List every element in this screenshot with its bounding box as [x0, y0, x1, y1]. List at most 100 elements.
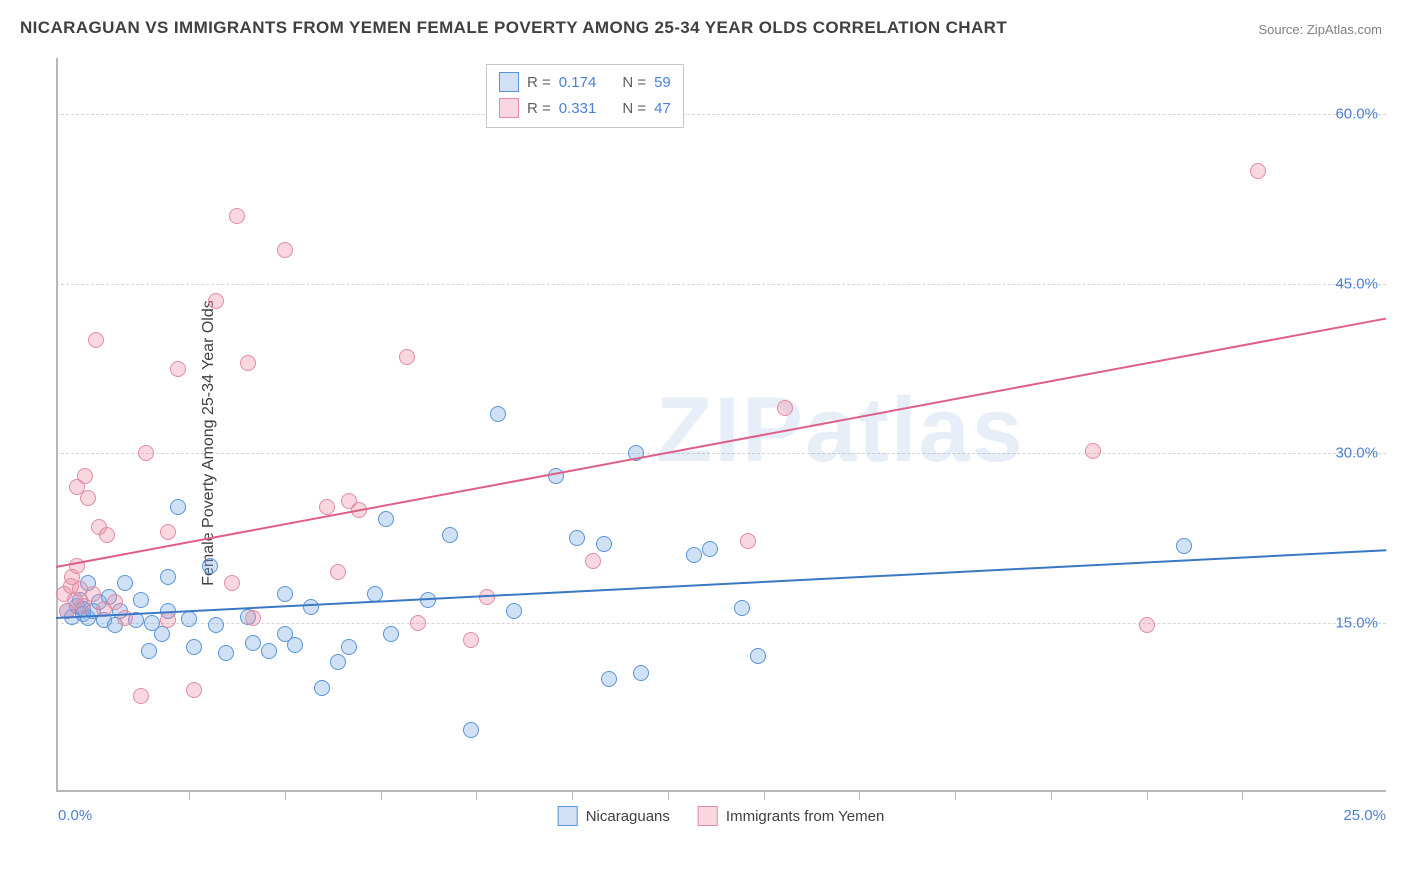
gridline	[56, 284, 1386, 285]
data-point	[181, 611, 197, 627]
chart-title: NICARAGUAN VS IMMIGRANTS FROM YEMEN FEMA…	[20, 18, 1007, 38]
legend-stats-box: R = 0.174 N = 59 R = 0.331 N = 47	[486, 64, 684, 128]
data-point	[569, 530, 585, 546]
x-tick-mark	[1051, 792, 1052, 800]
legend-label: Nicaraguans	[586, 808, 670, 825]
data-point	[245, 635, 261, 651]
data-point	[506, 603, 522, 619]
x-tick-mark	[381, 792, 382, 800]
data-point	[141, 643, 157, 659]
legend-swatch	[558, 806, 578, 826]
data-point	[133, 688, 149, 704]
legend-stats-row: R = 0.174 N = 59	[499, 69, 671, 95]
legend-swatch	[499, 98, 519, 118]
n-label: N =	[622, 74, 646, 91]
data-point	[1176, 538, 1192, 554]
data-point	[1250, 163, 1266, 179]
legend-swatch	[698, 806, 718, 826]
n-value: 47	[654, 100, 671, 117]
x-tick-mark	[668, 792, 669, 800]
trend-line	[56, 318, 1386, 568]
x-tick-label: 0.0%	[58, 807, 92, 824]
data-point	[77, 468, 93, 484]
data-point	[229, 208, 245, 224]
data-point	[442, 527, 458, 543]
data-point	[88, 332, 104, 348]
data-point	[277, 586, 293, 602]
data-point	[330, 564, 346, 580]
x-tick-mark	[764, 792, 765, 800]
data-point	[117, 575, 133, 591]
data-point	[548, 468, 564, 484]
x-axis-line	[56, 790, 1386, 792]
x-tick-mark	[285, 792, 286, 800]
data-point	[85, 586, 101, 602]
r-label: R =	[527, 74, 551, 91]
data-point	[463, 632, 479, 648]
data-point	[170, 361, 186, 377]
data-point	[410, 615, 426, 631]
r-value: 0.331	[559, 100, 597, 117]
x-tick-mark	[859, 792, 860, 800]
y-tick-label: 60.0%	[1335, 106, 1378, 123]
data-point	[107, 594, 123, 610]
data-point	[399, 349, 415, 365]
r-label: R =	[527, 100, 551, 117]
data-point	[186, 639, 202, 655]
data-point	[1139, 617, 1155, 633]
data-point	[138, 445, 154, 461]
legend-swatch	[499, 72, 519, 92]
legend-stats-row: R = 0.331 N = 47	[499, 95, 671, 121]
data-point	[777, 400, 793, 416]
source-label: Source: ZipAtlas.com	[1258, 22, 1382, 37]
data-point	[224, 575, 240, 591]
data-point	[186, 682, 202, 698]
y-tick-label: 45.0%	[1335, 275, 1378, 292]
data-point	[287, 637, 303, 653]
data-point	[208, 617, 224, 633]
data-point	[585, 553, 601, 569]
y-tick-label: 30.0%	[1335, 445, 1378, 462]
data-point	[319, 499, 335, 515]
data-point	[160, 612, 176, 628]
legend-label: Immigrants from Yemen	[726, 808, 884, 825]
x-tick-mark	[476, 792, 477, 800]
legend-item: Immigrants from Yemen	[698, 806, 884, 826]
data-point	[99, 527, 115, 543]
n-value: 59	[654, 74, 671, 91]
data-point	[202, 558, 218, 574]
data-point	[1085, 443, 1101, 459]
data-point	[686, 547, 702, 563]
y-axis-line	[56, 58, 58, 792]
data-point	[80, 490, 96, 506]
data-point	[160, 569, 176, 585]
data-point	[378, 511, 394, 527]
x-tick-mark	[955, 792, 956, 800]
x-tick-mark	[572, 792, 573, 800]
data-point	[303, 599, 319, 615]
legend-item: Nicaraguans	[558, 806, 670, 826]
watermark-text: ZIPatlas	[656, 378, 1025, 483]
data-point	[330, 654, 346, 670]
data-point	[463, 722, 479, 738]
data-point	[734, 600, 750, 616]
trend-line	[56, 549, 1386, 619]
data-point	[490, 406, 506, 422]
data-point	[750, 648, 766, 664]
data-point	[596, 536, 612, 552]
data-point	[383, 626, 399, 642]
r-value: 0.174	[559, 74, 597, 91]
data-point	[170, 499, 186, 515]
data-point	[341, 639, 357, 655]
y-tick-label: 15.0%	[1335, 614, 1378, 631]
data-point	[240, 355, 256, 371]
x-tick-mark	[189, 792, 190, 800]
data-point	[740, 533, 756, 549]
n-label: N =	[622, 100, 646, 117]
data-point	[277, 242, 293, 258]
data-point	[633, 665, 649, 681]
data-point	[208, 293, 224, 309]
x-tick-label: 25.0%	[1343, 807, 1386, 824]
gridline	[56, 453, 1386, 454]
scatter-plot: Female Poverty Among 25-34 Year Olds ZIP…	[56, 58, 1386, 828]
